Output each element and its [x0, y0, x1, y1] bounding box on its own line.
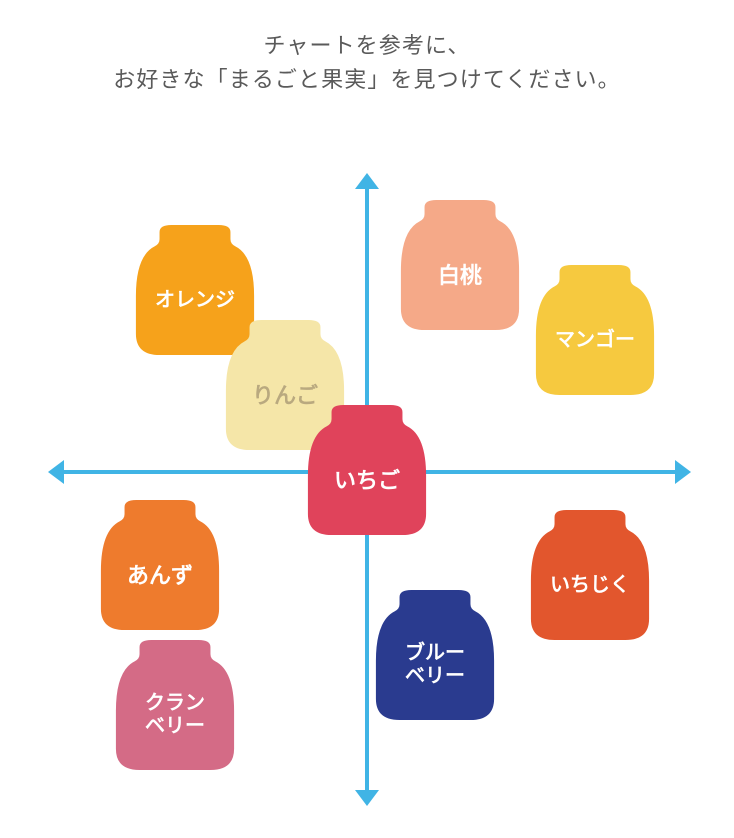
jar-hakuto: 白桃	[400, 200, 520, 330]
jar-label-orange: オレンジ	[135, 289, 255, 312]
arrow-up-icon	[355, 173, 379, 189]
jar-mango: マンゴー	[535, 265, 655, 395]
jar-label-hakuto: 白桃	[400, 263, 520, 288]
arrow-right-icon	[675, 460, 691, 484]
jar-blueberry: ブルー ベリー	[375, 590, 495, 720]
jar-label-ichijiku: いちじく	[530, 574, 650, 597]
jar-label-cranberry: クラン ベリー	[115, 692, 235, 738]
jar-ichigo: いちご	[307, 405, 427, 535]
jar-label-anzu: あんず	[100, 563, 220, 588]
jar-label-mango: マンゴー	[535, 329, 655, 352]
quadrant-chart: オレンジ白桃マンゴーりんごいちごあんずいちじくブルー ベリークラン ベリー	[0, 0, 734, 838]
jar-cranberry: クラン ベリー	[115, 640, 235, 770]
jar-label-ichigo: いちご	[307, 468, 427, 493]
jar-ichijiku: いちじく	[530, 510, 650, 640]
jar-label-blueberry: ブルー ベリー	[375, 642, 495, 688]
arrow-down-icon	[355, 790, 379, 806]
jar-anzu: あんず	[100, 500, 220, 630]
arrow-left-icon	[48, 460, 64, 484]
